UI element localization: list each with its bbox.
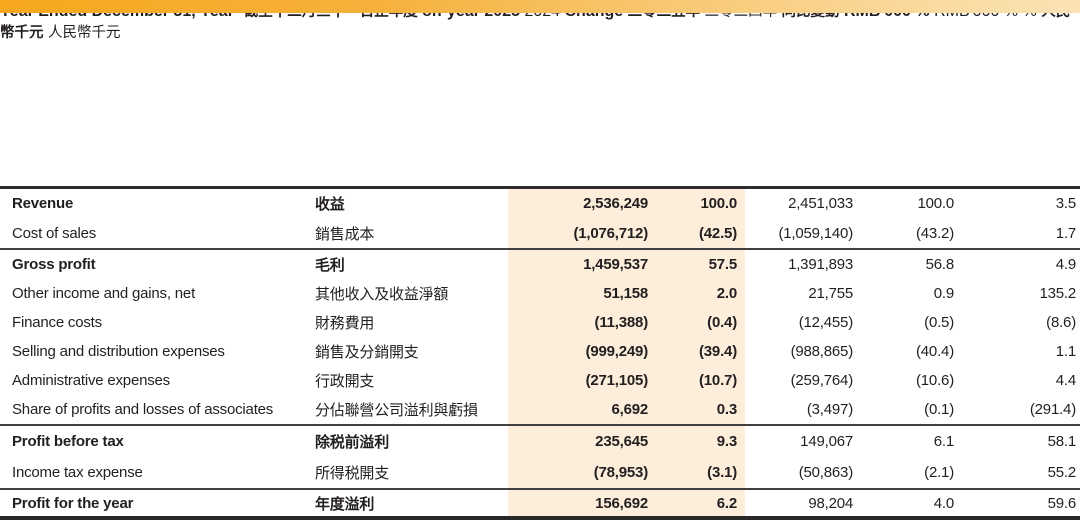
cell-en: Profit for the year — [12, 494, 134, 512]
cell-zh: 除税前溢利 — [315, 434, 390, 451]
cell-rmb-2025: (11,388) — [508, 308, 648, 337]
cell-pct-2024: 6.1 — [933, 433, 954, 450]
cell-pct-2024: (2.1) — [924, 464, 954, 481]
cell-rmb-2025: 51,158 — [508, 279, 648, 308]
cell-pct-2025: 2.0 — [648, 279, 745, 308]
cell-rmb-2025: 2,536,249 — [508, 189, 648, 219]
cell-pct-2025: 0.3 — [648, 395, 745, 424]
cell-yoy: 4.4 — [1055, 372, 1076, 389]
cell-rmb-2024: (3,497) — [806, 401, 853, 418]
cell-rmb-2024: (259,764) — [790, 372, 854, 389]
cell-en: Gross profit — [12, 256, 96, 273]
cell-yoy: 59.6 — [1047, 494, 1077, 512]
cell-rmb-2024: 2,451,033 — [788, 195, 853, 213]
cell-en: Selling and distribution expenses — [12, 343, 225, 360]
cell-zh: 毛利 — [315, 257, 345, 274]
cell-yoy: (8.6) — [1046, 314, 1076, 331]
cell-rmb-2025: (271,105) — [508, 366, 648, 395]
bottom-rule — [0, 516, 1080, 520]
cell-pct-2024: (0.5) — [924, 314, 954, 331]
cell-yoy: (291.4) — [1029, 401, 1076, 418]
table-body: Revenue 收益 2,536,249 100.0 2,451,033 100… — [0, 189, 1080, 520]
table-row-cost-of-sales: Cost of sales 銷售成本 (1,076,712) (42.5) (1… — [0, 218, 1080, 248]
table-row-other-income: Other income and gains, net 其他收入及收益淨額 51… — [0, 279, 1080, 308]
cell-zh: 其他收入及收益淨額 — [315, 286, 449, 303]
table-row-share-of-associates: Share of profits and losses of associate… — [0, 395, 1080, 424]
cell-zh: 收益 — [315, 196, 345, 214]
cell-pct-2024: 56.8 — [925, 256, 955, 273]
cell-rmb-2024: (988,865) — [790, 343, 854, 360]
cell-pct-2025: 6.2 — [648, 490, 745, 516]
cell-zh: 銷售及分銷開支 — [315, 344, 419, 361]
table-row-profit-before-tax: Profit before tax 除税前溢利 235,645 9.3 149,… — [0, 426, 1080, 457]
cell-yoy: 1.7 — [1055, 224, 1076, 242]
cell-en: Administrative expenses — [12, 372, 170, 389]
cell-pct-2025: (10.7) — [648, 366, 745, 395]
table-row-admin-expenses: Administrative expenses 行政開支 (271,105) (… — [0, 366, 1080, 395]
cell-zh: 所得税開支 — [315, 465, 390, 482]
table-row-profit-for-year: Profit for the year 年度溢利 156,692 6.2 98,… — [0, 490, 1080, 516]
cell-en: Cost of sales — [12, 224, 97, 242]
cell-pct-2025: (3.1) — [648, 457, 745, 488]
cell-yoy: 135.2 — [1039, 285, 1076, 302]
cell-pct-2024: 4.0 — [933, 494, 954, 512]
cell-pct-2025: 100.0 — [648, 189, 745, 219]
cell-rmb-2024: (1,059,140) — [778, 224, 853, 242]
cell-en: Share of profits and losses of associate… — [12, 401, 274, 418]
cell-pct-2025: (42.5) — [648, 218, 745, 248]
cell-pct-2025: (0.4) — [648, 308, 745, 337]
cell-rmb-2025: 156,692 — [508, 490, 648, 516]
cell-zh: 銷售成本 — [315, 225, 375, 243]
unit-2024-label-zh: 人民幣千元 — [47, 25, 121, 41]
table-row-selling-expenses: Selling and distribution expenses 銷售及分銷開… — [0, 337, 1080, 366]
cell-en: Other income and gains, net — [12, 285, 196, 302]
cell-zh: 分佔聯營公司溢利與虧損 — [315, 402, 478, 419]
cell-pct-2024: (40.4) — [916, 343, 954, 360]
cell-rmb-2025: 235,645 — [508, 426, 648, 457]
cell-pct-2025: (39.4) — [648, 337, 745, 366]
cell-rmb-2025: (999,249) — [508, 337, 648, 366]
section-divider — [0, 248, 1080, 250]
section-divider — [0, 424, 1080, 426]
cell-pct-2024: 100.0 — [917, 195, 954, 213]
table-row-revenue: Revenue 收益 2,536,249 100.0 2,451,033 100… — [0, 189, 1080, 219]
cell-pct-2025: 57.5 — [648, 250, 745, 279]
cell-pct-2024: (0.1) — [924, 401, 954, 418]
header-rule — [0, 186, 1080, 189]
cell-pct-2025: 9.3 — [648, 426, 745, 457]
cell-rmb-2025: 6,692 — [508, 395, 648, 424]
cell-rmb-2025: 1,459,537 — [508, 250, 648, 279]
cell-yoy: 58.1 — [1047, 433, 1077, 450]
cell-zh: 年度溢利 — [315, 495, 375, 513]
table-row-income-tax: Income tax expense 所得税開支 (78,953) (3.1) … — [0, 457, 1080, 488]
cell-rmb-2024: (12,455) — [798, 314, 853, 331]
cell-zh: 財務費用 — [315, 315, 375, 332]
accent-top-bar — [0, 0, 1080, 13]
cell-yoy: 55.2 — [1047, 464, 1077, 481]
cell-yoy: 3.5 — [1055, 195, 1076, 213]
cell-pct-2024: 0.9 — [933, 285, 954, 302]
cell-rmb-2024: 149,067 — [800, 433, 853, 450]
cell-yoy: 4.9 — [1055, 256, 1076, 273]
cell-en: Revenue — [12, 195, 74, 213]
section-divider — [0, 488, 1080, 490]
cell-pct-2024: (43.2) — [916, 224, 954, 242]
cell-yoy: 1.1 — [1055, 343, 1076, 360]
cell-rmb-2024: (50,863) — [798, 464, 853, 481]
cell-zh: 行政開支 — [315, 373, 375, 390]
cell-rmb-2024: 21,755 — [808, 285, 853, 302]
cell-en: Finance costs — [12, 314, 102, 331]
cell-rmb-2025: (78,953) — [508, 457, 648, 488]
cell-pct-2024: (10.6) — [916, 372, 954, 389]
cell-rmb-2024: 98,204 — [808, 494, 853, 512]
cell-en: Profit before tax — [12, 433, 124, 450]
table-row-gross-profit: Gross profit 毛利 1,459,537 57.5 1,391,893… — [0, 250, 1080, 279]
cell-en: Income tax expense — [12, 464, 143, 481]
cell-rmb-2025: (1,076,712) — [508, 218, 648, 248]
table-row-finance-costs: Finance costs 財務費用 (11,388) (0.4) (12,45… — [0, 308, 1080, 337]
cell-rmb-2024: 1,391,893 — [788, 256, 853, 273]
